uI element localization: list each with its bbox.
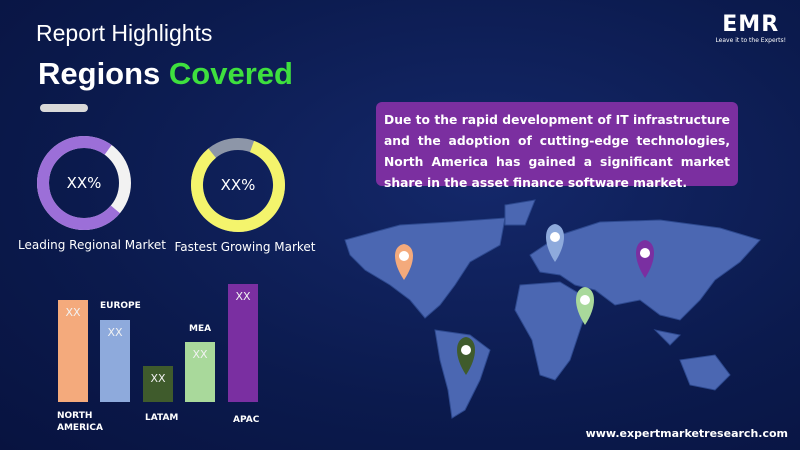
report-title: Report Highlights xyxy=(36,20,213,46)
bar-label: APAC xyxy=(233,415,260,425)
bar xyxy=(143,366,173,402)
bar xyxy=(185,342,215,402)
bar-value: XX xyxy=(235,290,251,303)
metric-label: Leading Regional Market xyxy=(17,238,167,252)
subtitle-first: Regions xyxy=(38,56,161,91)
bar-value: XX xyxy=(150,372,166,385)
bar-value: XX xyxy=(107,326,123,339)
bar-label: MEA xyxy=(189,324,212,334)
bar xyxy=(228,284,258,402)
metric-label: Fastest Growing Market xyxy=(174,240,316,254)
section-title: Regions Covered xyxy=(38,56,293,92)
bar-value: XX xyxy=(192,348,208,361)
donut-arc xyxy=(37,136,131,230)
divider-pill xyxy=(40,104,88,112)
map-pins xyxy=(395,224,654,375)
metric-value: XX% xyxy=(66,174,102,192)
logo: EMR Leave it to the Experts! xyxy=(715,12,786,44)
metric-value: XX% xyxy=(220,176,256,194)
bar xyxy=(58,300,88,402)
logo-tagline: Leave it to the Experts! xyxy=(715,37,786,44)
website: www.expertmarketresearch.com xyxy=(585,427,788,440)
bar xyxy=(100,320,130,402)
bar-label: EUROPE xyxy=(100,301,141,311)
bar-label: NORTH AMERICA xyxy=(57,411,103,433)
subtitle-second: Covered xyxy=(168,56,293,91)
donut-arc xyxy=(191,138,285,232)
bar-value: XX xyxy=(65,306,81,319)
bar-label: LATAM xyxy=(145,413,179,423)
highlight-text: Due to the rapid development of IT infra… xyxy=(376,102,738,190)
logo-name: EMR xyxy=(722,12,780,37)
